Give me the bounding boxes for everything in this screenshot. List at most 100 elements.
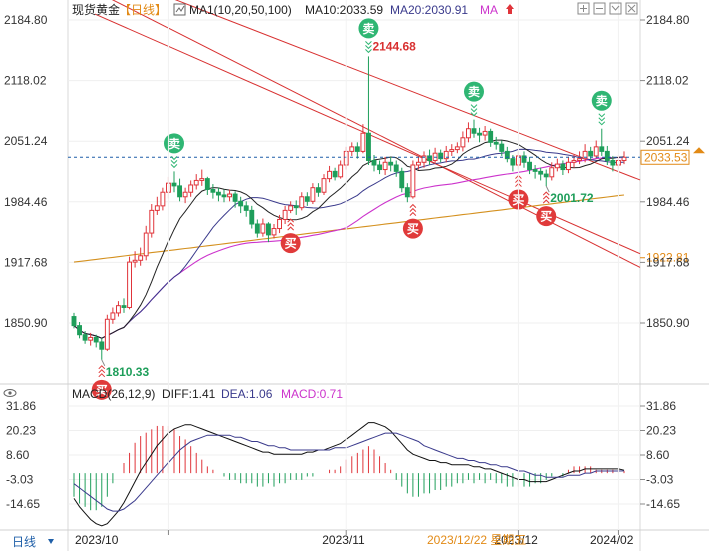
collapse-icon[interactable] [609,2,622,15]
candle-body [238,200,244,207]
candle [366,56,371,166]
candle-body [71,316,77,327]
signal-arrow-icon [98,373,106,378]
candle [310,183,316,205]
signal-arrow-icon [287,218,295,223]
indicator-settings-icon[interactable] [173,3,186,16]
toolbar-icons[interactable] [577,2,638,15]
y-tick-label-left: 31.86 [6,399,36,413]
candle-body [171,182,177,187]
candle-body [454,146,460,151]
candle-body [132,259,138,263]
candle [454,142,460,154]
candle-body [260,223,266,234]
candle [482,125,488,141]
signal-arrow-icon [365,49,372,54]
price-annotations: 2144.68 1810.33 2001.72 [101,39,594,379]
candle [188,180,194,197]
ma20-line [73,148,625,339]
candle-body [443,150,449,160]
candle-body [99,341,105,350]
candle-body [210,189,216,193]
candle [149,204,155,238]
candle-body [199,178,205,181]
candle-body [271,228,277,236]
candle [349,142,355,156]
candle [527,156,532,175]
candle-body [121,305,127,308]
candle-body [471,128,477,134]
period-button[interactable]: 日线 [12,535,54,549]
candle [99,338,105,360]
y-tick-label-left: 1917.68 [4,255,48,269]
candle [249,205,255,229]
close-icon[interactable] [625,2,638,15]
candle [588,146,594,161]
signal-arrow-icon [542,191,550,196]
candle-body [549,167,555,178]
candle [110,307,116,324]
candle-body [143,232,149,257]
candle-body [321,178,327,193]
candle [243,201,249,217]
signal-arrow-icon [409,203,417,208]
candle [549,162,555,181]
candle-body [388,161,394,166]
candle [116,301,121,317]
candle [227,189,233,202]
candle-body [193,179,199,186]
candle-body [349,146,355,152]
macd-series [73,422,625,527]
candle [182,187,188,204]
price-annotation: 1810.33 [106,365,150,379]
candle [299,192,305,211]
candle [260,218,266,237]
add-icon[interactable] [577,2,590,15]
y-tick-label: -14.65 [646,497,680,511]
candle [171,171,177,193]
candle-body [127,261,133,308]
candle-body [460,137,466,148]
candle-body [604,150,610,161]
candle-body [310,187,316,202]
signal-arrow-icon [98,365,106,370]
price-annotation: 2001.72 [550,191,594,205]
period-button-label[interactable]: 日线 [12,535,36,549]
y-tick-label: 1917.68 [646,255,690,269]
signal-badge [536,206,557,227]
candle-body [393,164,399,172]
channel-line [174,0,641,181]
period-label[interactable]: 【日线】 [119,3,167,17]
candle [199,169,205,186]
macd-eye-icon[interactable] [3,389,17,397]
candle-body [621,156,627,161]
candle-body [77,325,83,336]
candle [238,196,244,214]
candle [293,200,299,215]
candle [499,140,505,156]
candle-body [416,161,421,166]
candle [204,176,210,195]
signal-badge [164,133,184,154]
candle-body [277,218,283,230]
candle-body [221,194,227,198]
signal-badge [358,18,379,39]
candle [460,131,466,152]
candle [604,145,610,166]
candle-body [488,130,494,143]
candle-body [243,205,249,211]
dropdown-icon[interactable] [48,539,54,544]
y-tick-label: -3.03 [646,473,674,487]
price-flag-icon [693,147,705,154]
ma20-value: MA20:2030.91 [390,3,468,17]
candle-body [427,155,433,161]
moving-average-lines [73,139,625,339]
candle [382,156,388,175]
minus-icon[interactable] [593,2,606,15]
signal-badge [280,233,301,254]
candle [410,160,416,199]
y-tick-label: 1850.90 [646,316,690,330]
y-tick-label-left: -14.65 [6,497,40,511]
candle-body [149,209,155,234]
